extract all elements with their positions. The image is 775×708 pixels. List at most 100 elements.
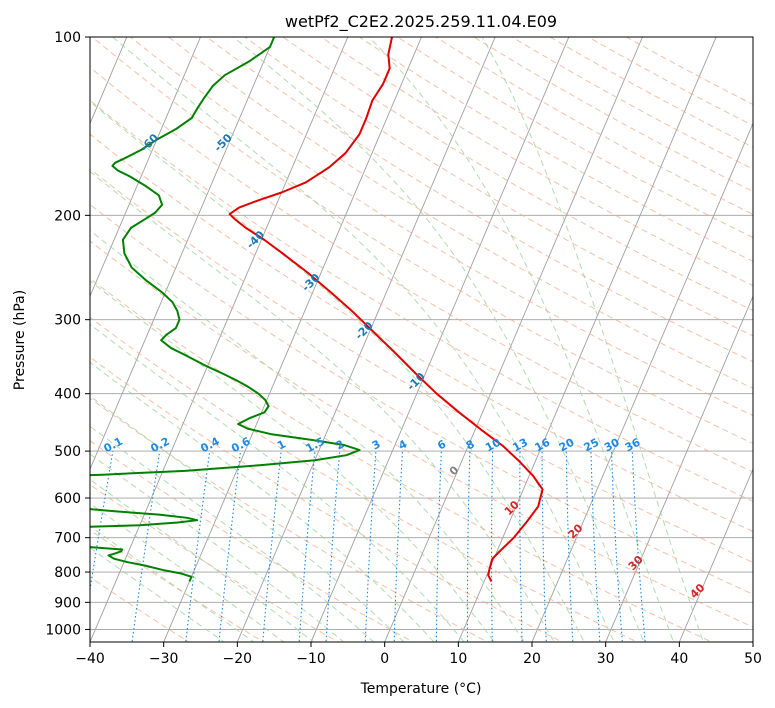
mixing-ratio-line <box>298 451 316 642</box>
x-tick-label: −10 <box>296 651 326 667</box>
chart-title: wetPf2_C2E2.2025.259.11.04.E09 <box>285 12 557 32</box>
x-tick-label: −20 <box>223 651 253 667</box>
isotherm-line <box>90 37 275 471</box>
mixing-ratio-label: 8 <box>464 437 477 452</box>
dry-adiabat-lines <box>90 37 753 642</box>
isotherm-lines <box>90 37 753 642</box>
y-tick-label: 900 <box>54 595 81 611</box>
dry-adiabat-line <box>587 37 753 127</box>
mixing-ratio-label: 10 <box>483 436 503 455</box>
mixing-ratio-line <box>610 451 623 642</box>
mixing-ratio-line <box>131 451 161 642</box>
isotherm-line <box>384 37 643 642</box>
isotherm-label: -60 <box>138 131 161 154</box>
dry-adiabat-line <box>90 203 753 595</box>
dewpoint-profile-line <box>90 37 361 582</box>
dry-adiabat-line <box>472 37 753 193</box>
mixing-ratio-line <box>466 451 471 642</box>
isotherm-line <box>310 37 570 642</box>
moist-adiabat-line <box>90 323 465 642</box>
mixing-ratio-line <box>631 451 646 642</box>
y-tick-label: 800 <box>54 565 81 581</box>
dry-adiabat-line <box>90 316 639 642</box>
y-tick-label: 100 <box>54 30 81 46</box>
mixing-ratio-label: 0.4 <box>198 435 222 456</box>
mixing-ratio-line <box>590 451 601 642</box>
dry-adiabat-line <box>90 483 340 642</box>
moist-adiabat-lines <box>90 37 704 642</box>
mixing-ratio-label: 25 <box>582 436 602 455</box>
y-tick-label: 600 <box>54 491 81 507</box>
y-tick-label: 700 <box>54 531 81 547</box>
mixing-ratio-label: 36 <box>623 436 643 455</box>
moist-adiabat-line <box>368 37 675 642</box>
plot-area: 0.10.20.40.611.52346810131620253036-100-… <box>0 37 753 642</box>
y-tick-label: 400 <box>54 387 81 403</box>
y-axis-ticks: 100 200 300 400 500 600 700 800 900 1000 <box>45 30 90 638</box>
dry-adiabat-line <box>91 37 753 445</box>
dry-adiabat-line <box>625 37 753 106</box>
isotherm-label: -20 <box>353 319 376 342</box>
mixing-ratio-label: 0.1 <box>102 435 125 456</box>
moist-adiabat-line <box>90 170 555 642</box>
isotherm-line <box>163 37 422 642</box>
mixing-ratio-line <box>185 451 211 642</box>
moist-adiabat-line <box>232 37 645 642</box>
y-tick-label: 200 <box>54 208 81 224</box>
moist-adiabat-line <box>90 525 255 642</box>
dry-adiabat-line <box>205 37 753 363</box>
x-tick-label: −30 <box>149 651 179 667</box>
mixing-ratio-line <box>262 451 282 642</box>
moist-adiabat-line <box>90 547 225 642</box>
mixing-ratio-label: 20 <box>557 436 577 455</box>
moist-adiabat-line <box>90 502 285 642</box>
x-tick-label: 40 <box>670 651 688 667</box>
dry-adiabat-line <box>167 37 753 389</box>
isotherm-line <box>236 37 496 642</box>
mixing-ratio-label: 1.5 <box>304 435 327 456</box>
isotherm-label: -30 <box>299 271 322 294</box>
isotherm-line <box>678 467 753 642</box>
mixing-ratio-line <box>435 451 442 642</box>
dry-adiabat-line <box>90 356 564 642</box>
dry-adiabat-line <box>90 240 753 628</box>
isotherm-label: -80 <box>0 148 7 171</box>
dry-adiabat-line <box>90 66 753 473</box>
x-tick-label: −40 <box>75 651 105 667</box>
adiabat-label: 20 <box>566 521 586 541</box>
plot-frame <box>89 36 754 643</box>
moist-adiabat-line <box>90 425 375 642</box>
mixing-ratio-label: 16 <box>533 436 553 455</box>
dry-adiabat-line <box>129 37 753 417</box>
isotherm-label: -50 <box>212 131 235 154</box>
dry-adiabat-line <box>358 37 753 262</box>
mixing-ratio-lines <box>90 451 646 642</box>
x-tick-label: 0 <box>380 651 389 667</box>
dry-adiabat-line <box>90 278 713 642</box>
x-tick-label: 30 <box>597 651 615 667</box>
mixing-ratio-label: 3 <box>370 437 383 452</box>
dry-adiabat-line <box>90 397 489 642</box>
y-tick-label: 300 <box>54 313 81 329</box>
y-axis-label: Pressure (hPa) <box>12 290 28 390</box>
moist-adiabat-line <box>90 280 495 642</box>
dry-adiabat-line <box>244 37 753 337</box>
moist-adiabat-line <box>90 229 525 642</box>
isobar-lines <box>90 37 753 630</box>
mixing-ratio-label: 0.6 <box>229 435 253 456</box>
x-axis-ticks: −40 −30 −20 −10 0 10 20 30 40 50 <box>75 642 762 667</box>
dry-adiabat-line <box>434 37 753 215</box>
mixing-ratio-line <box>393 451 404 642</box>
mixing-ratio-label: 4 <box>396 437 409 452</box>
moist-adiabat-line <box>90 478 315 642</box>
dry-adiabat-line <box>396 37 753 239</box>
sounding-profiles <box>90 37 544 582</box>
moist-adiabat-line <box>90 100 585 642</box>
mixing-ratio-line <box>218 451 242 642</box>
y-tick-label: 500 <box>54 444 81 460</box>
x-tick-label: 10 <box>449 651 467 667</box>
dry-adiabat-line <box>320 37 753 287</box>
y-tick-label: 1000 <box>45 622 81 638</box>
isotherm-line <box>605 295 753 642</box>
